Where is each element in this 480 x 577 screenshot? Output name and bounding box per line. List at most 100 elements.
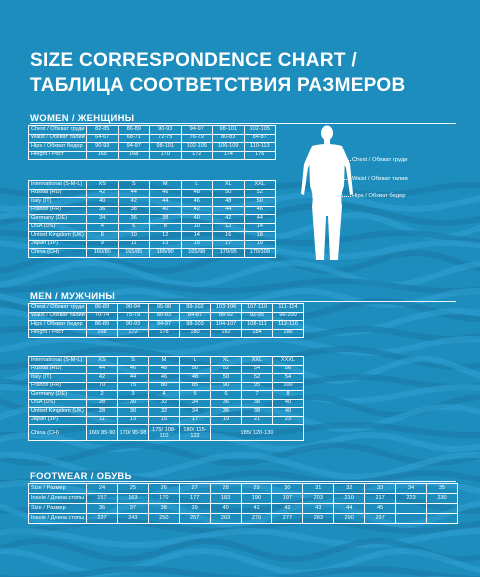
- table-cell: 106-109: [212, 142, 245, 152]
- table-cell: 14: [243, 222, 276, 232]
- table-cell: 34: [179, 398, 211, 408]
- table-cell: 80: [148, 381, 180, 391]
- table-cell: 243: [116, 513, 149, 524]
- table-cell: 270: [240, 513, 273, 524]
- table-cell: 28: [209, 483, 242, 494]
- wave-stroke: [0, 431, 480, 452]
- table-cell: 180/ 115-122: [179, 424, 211, 441]
- table-cell: 86-89: [117, 125, 150, 135]
- table-cell: 23: [272, 415, 304, 425]
- table-cell: 178: [148, 328, 180, 338]
- row-label-russia: Russia (RU): [28, 364, 87, 374]
- table-cell: 38: [241, 398, 273, 408]
- page-title: SIZE CORRESPONDENCE CHART / ТАБЛИЦА СООТ…: [30, 48, 406, 98]
- table-cell: 277: [271, 513, 304, 524]
- table-cell: 165/85: [117, 248, 150, 258]
- table-cell: 160/ 85-90: [86, 424, 118, 441]
- table-cell: 70: [86, 381, 118, 391]
- table-row: France (FR) 70 75 80 85 90 95 100: [28, 381, 304, 391]
- row-label-united-kingdom: United Kingdom (UK): [28, 407, 87, 417]
- table-cell: 13: [149, 239, 182, 249]
- table-cell: 3: [117, 390, 149, 400]
- table-cell: 40: [180, 214, 213, 224]
- table-cell: 44: [86, 364, 118, 374]
- wave-stroke: [0, 469, 480, 486]
- table-cell: 98-101: [212, 125, 245, 135]
- table-cell: 90-94: [117, 303, 149, 313]
- table-cell: 217: [364, 493, 397, 504]
- table-cell: 24: [86, 483, 118, 494]
- wave-stroke: [0, 547, 480, 577]
- table-cell: 75-79: [117, 311, 149, 321]
- table-cell: 297: [364, 513, 397, 524]
- table-cell: 44: [117, 188, 150, 198]
- row-label-height: Height / Рост: [28, 328, 87, 338]
- hips-label: Hips / Обхват бедер: [352, 193, 406, 199]
- table-cell: 34: [86, 214, 119, 224]
- row-label-size: Size / Размер: [28, 503, 87, 514]
- table-row: Italy (IT) 42 44 46 48 50 52 54: [28, 373, 304, 383]
- table-cell: 94-97: [117, 142, 150, 152]
- table-cell: 13: [117, 415, 149, 425]
- table-cell: 75: [117, 381, 149, 391]
- table-cell: 18: [243, 231, 276, 241]
- table-cell: 185/ 120-130: [210, 424, 304, 441]
- table-cell: XXL: [241, 356, 273, 366]
- table-cell: XL: [212, 180, 245, 190]
- women-sizes-table: International (S-M-L) XS S M L XL XXL Russia (R…: [28, 180, 276, 258]
- table-cell: 92-95: [241, 311, 273, 321]
- table-cell: 90-93: [117, 320, 149, 330]
- table-cell: 170/95: [212, 248, 245, 258]
- table-row: Japan (JP) 11 13 15 17 19 21 23: [28, 415, 304, 425]
- table-cell: 38: [147, 503, 180, 514]
- table-cell: 157: [86, 493, 118, 504]
- table-cell: 95: [241, 381, 273, 391]
- table-cell: 9: [86, 239, 119, 249]
- table-cell: 290: [333, 513, 366, 524]
- row-label-russia: Russia (RU): [28, 188, 87, 198]
- table-row: Hips / Обхват бедер 86-89 90-93 94-97 98-103…: [28, 320, 304, 330]
- table-cell: 38: [241, 407, 273, 417]
- table-cell: 72-75: [149, 133, 182, 143]
- table-cell: 94-97: [180, 125, 213, 135]
- table-cell: 165/98: [180, 248, 213, 258]
- table-cell: 19: [210, 415, 242, 425]
- table-row: Height / Рост 165 168 170 172 174 176: [28, 150, 276, 160]
- table-cell: 84-87: [179, 311, 211, 321]
- table-cell: 36: [86, 503, 118, 514]
- table-cell: 42: [117, 197, 150, 207]
- table-cell: 175/ 108-110: [148, 424, 180, 441]
- row-label-france: France (FR): [28, 381, 87, 391]
- table-cell: 108-111: [241, 320, 273, 330]
- table-cell: 8: [149, 222, 182, 232]
- table-cell: 163: [116, 493, 149, 504]
- table-cell: 52: [241, 373, 273, 383]
- table-row: France (FR) 36 38 40 42 44 46: [28, 205, 276, 215]
- table-cell: 36: [210, 407, 242, 417]
- table-cell: 17: [179, 415, 211, 425]
- table-cell: 42: [271, 503, 304, 514]
- table-cell: 50: [179, 364, 211, 374]
- women-measurements-table: Chest / Обхват груди 82-85 86-89 90-93 94-97…: [28, 125, 276, 160]
- table-cell: 39: [178, 503, 211, 514]
- table-cell: 44: [333, 503, 366, 514]
- table-cell: XXL: [243, 180, 276, 190]
- table-cell: 190: [240, 493, 273, 504]
- table-row: Waist / Обхват талии 64-67 68-71 72-75 76-79…: [28, 133, 276, 143]
- table-cell: 42: [86, 188, 119, 198]
- table-cell: 95-98: [148, 303, 180, 313]
- table-cell: 46: [243, 205, 276, 215]
- table-cell: 94-97: [148, 320, 180, 330]
- table-cell: 33: [364, 483, 397, 494]
- table-cell: 170/ 95-98: [117, 424, 149, 441]
- table-cell: 28: [86, 407, 118, 417]
- row-label-hips: Hips / Обхват бедер: [28, 320, 87, 330]
- row-label-italy: Italy (IT): [28, 197, 87, 207]
- table-cell: 223: [395, 493, 427, 504]
- table-cell: 5: [179, 390, 211, 400]
- row-label-japan: Japan (JP): [28, 239, 87, 249]
- row-label-united-kingdom: United Kingdom (UK): [28, 231, 87, 241]
- table-cell: 170/100: [243, 248, 276, 258]
- table-cell: 230: [425, 493, 459, 504]
- table-row: International (S-M-L) XS S M L XL XXL: [28, 180, 276, 190]
